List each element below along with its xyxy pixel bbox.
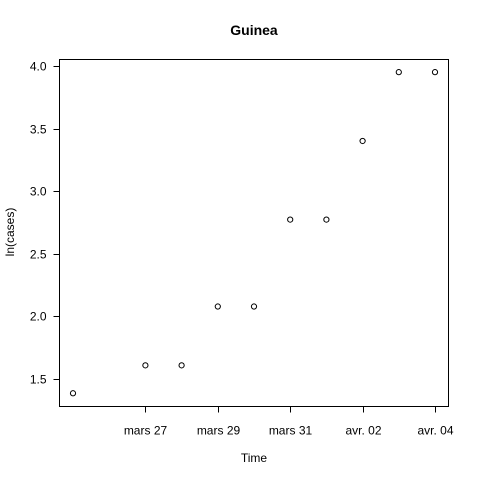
data-point [142, 362, 149, 369]
x-tick-label: mars 29 [197, 424, 241, 438]
y-tick-label: 2.5 [30, 248, 47, 262]
y-tick-label: 3.0 [30, 185, 47, 199]
x-tick-label: mars 27 [124, 424, 168, 438]
data-point [250, 303, 258, 310]
x-tick-label: mars 31 [269, 424, 313, 438]
y-axis-label: ln(cases) [3, 208, 17, 257]
y-tick-label: 2.0 [30, 310, 47, 324]
x-tick-label: avr. 04 [417, 424, 453, 438]
data-point [178, 362, 185, 369]
y-tick-label: 3.5 [30, 123, 47, 137]
data-point [287, 216, 294, 223]
chart-title: Guinea [230, 22, 278, 38]
data-points [69, 69, 439, 397]
y-axis: 1.5 2.0 2.5 3.0 3.5 4.0 [30, 60, 60, 387]
data-point [323, 216, 330, 223]
y-tick-label: 1.5 [30, 373, 47, 387]
x-axis-label: Time [241, 451, 268, 465]
data-point [431, 69, 439, 76]
x-tick-label: avr. 02 [345, 424, 381, 438]
plot-frame [59, 59, 449, 407]
data-point [395, 69, 402, 76]
data-point [359, 137, 366, 145]
data-point [69, 390, 77, 397]
y-tick-label: 4.0 [30, 60, 47, 74]
x-axis: mars 27 mars 29 mars 31 avr. 02 avr. 04 [124, 406, 454, 438]
data-point [214, 303, 221, 310]
